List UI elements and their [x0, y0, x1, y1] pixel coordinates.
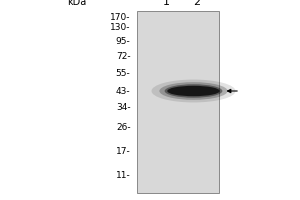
Text: 34-: 34-	[116, 102, 130, 112]
Text: 72-: 72-	[116, 52, 130, 61]
Text: 1: 1	[163, 0, 170, 7]
Ellipse shape	[152, 80, 236, 102]
Text: 2: 2	[193, 0, 200, 7]
Ellipse shape	[165, 84, 222, 98]
Text: 55-: 55-	[116, 68, 130, 77]
Text: 11-: 11-	[116, 170, 130, 180]
Text: 170-: 170-	[110, 12, 130, 21]
Text: 130-: 130-	[110, 22, 130, 31]
Bar	[136, 11, 219, 193]
Ellipse shape	[159, 82, 228, 100]
Ellipse shape	[167, 86, 220, 96]
Text: 43-: 43-	[116, 87, 130, 96]
Text: 17-: 17-	[116, 148, 130, 156]
Text: kDa: kDa	[67, 0, 86, 7]
Text: 26-: 26-	[116, 122, 130, 132]
Text: 95-: 95-	[116, 38, 130, 46]
